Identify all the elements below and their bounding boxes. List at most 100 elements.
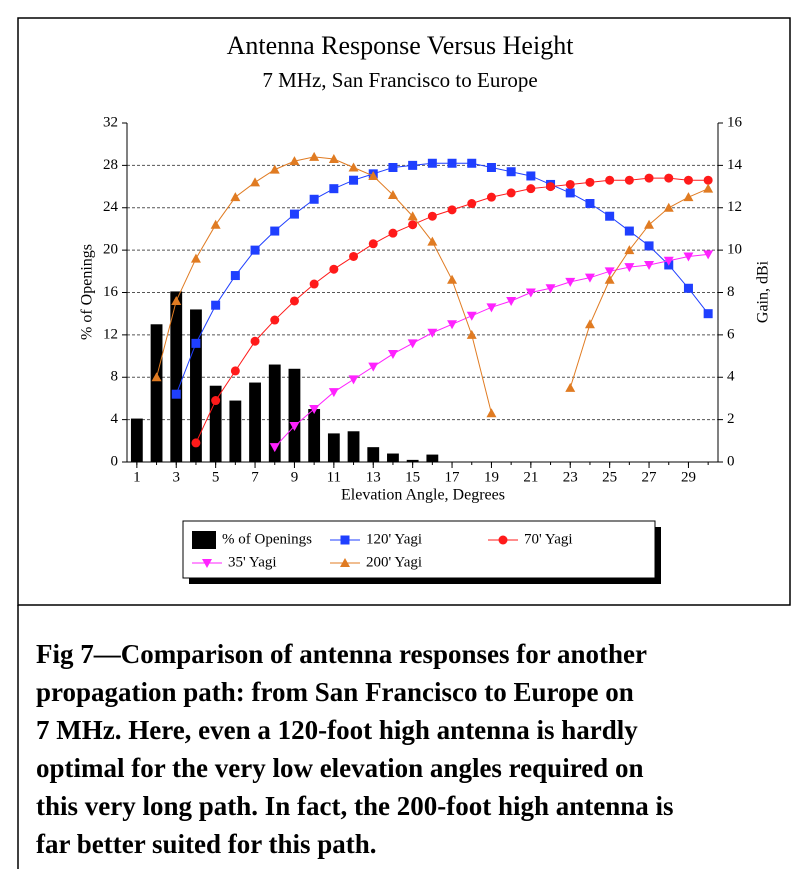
y2-tick-label: 10 xyxy=(727,242,742,258)
marker xyxy=(289,156,300,166)
y-tick-label: 0 xyxy=(111,453,119,469)
chart-subtitle: 7 MHz, San Francisco to Europe xyxy=(262,68,537,92)
marker xyxy=(329,264,339,274)
y2-tick-label: 12 xyxy=(727,199,742,215)
marker xyxy=(605,175,615,185)
marker xyxy=(447,158,457,168)
marker xyxy=(467,158,477,168)
x-tick-label: 29 xyxy=(681,469,696,485)
caption-line: optimal for the very low elevation angle… xyxy=(36,753,643,783)
bar xyxy=(308,409,321,462)
x-tick-label: 15 xyxy=(405,469,420,485)
marker xyxy=(644,219,655,229)
marker xyxy=(604,267,615,277)
marker xyxy=(309,279,319,289)
y2-tick-label: 4 xyxy=(727,369,735,385)
marker xyxy=(624,226,634,236)
bar xyxy=(387,453,399,462)
marker xyxy=(604,274,615,284)
marker xyxy=(506,188,516,198)
marker xyxy=(309,405,320,415)
marker xyxy=(605,211,615,221)
series-line xyxy=(175,162,709,395)
legend-marker xyxy=(202,559,212,568)
legend-label: 70' Yagi xyxy=(524,531,573,547)
x-tick-label: 7 xyxy=(251,469,259,485)
marker xyxy=(388,228,398,238)
marker xyxy=(211,396,221,406)
bar xyxy=(426,454,439,462)
x-tick-label: 27 xyxy=(642,469,658,485)
marker xyxy=(407,211,418,221)
marker xyxy=(190,253,201,263)
marker xyxy=(328,388,339,398)
legend-label: 35' Yagi xyxy=(228,554,277,570)
bar xyxy=(406,459,419,462)
marker xyxy=(289,421,300,431)
x-tick-label: 13 xyxy=(366,469,381,485)
marker xyxy=(663,256,674,266)
y-axis-label: % of Openings xyxy=(79,244,96,340)
y-tick-label: 12 xyxy=(103,326,118,342)
x-tick-label: 23 xyxy=(563,469,578,485)
marker xyxy=(467,199,477,209)
marker xyxy=(408,220,418,230)
marker xyxy=(289,209,299,219)
bar xyxy=(249,382,261,462)
marker xyxy=(683,175,693,185)
marker xyxy=(683,252,694,262)
caption-line: Fig 7—Comparison of antenna responses fo… xyxy=(36,639,647,669)
y2-tick-label: 2 xyxy=(727,411,735,427)
y-tick-label: 16 xyxy=(103,284,119,300)
bar xyxy=(209,385,222,462)
marker xyxy=(408,160,418,170)
bar xyxy=(347,431,360,462)
marker xyxy=(250,245,260,255)
marker xyxy=(368,239,378,249)
marker xyxy=(584,319,595,329)
y2-tick-label: 0 xyxy=(727,453,735,469)
marker xyxy=(664,173,674,183)
caption-line: 7 MHz. Here, even a 120-foot high antenn… xyxy=(36,715,638,745)
marker xyxy=(703,183,714,193)
marker xyxy=(427,211,437,221)
caption-line: far better suited for this path. xyxy=(36,829,377,859)
marker xyxy=(584,273,595,283)
legend-swatch xyxy=(192,531,216,549)
marker xyxy=(506,296,517,306)
marker xyxy=(328,154,339,164)
marker xyxy=(585,199,595,209)
bar xyxy=(150,324,163,462)
legend-label: 120' Yagi xyxy=(366,531,422,547)
series-line xyxy=(274,253,709,448)
legend-marker xyxy=(340,535,350,545)
marker xyxy=(703,250,714,260)
x-tick-label: 5 xyxy=(212,469,220,485)
y2-tick-label: 6 xyxy=(727,326,735,342)
marker xyxy=(526,184,536,194)
bar xyxy=(170,291,183,462)
marker xyxy=(624,175,634,185)
marker xyxy=(368,362,379,372)
marker xyxy=(624,263,635,273)
bar xyxy=(190,309,202,462)
marker xyxy=(289,296,299,306)
bar xyxy=(327,433,340,462)
marker xyxy=(309,151,320,161)
marker xyxy=(191,338,201,348)
marker xyxy=(565,382,576,392)
marker xyxy=(565,179,575,189)
marker xyxy=(683,283,693,293)
marker xyxy=(565,188,575,198)
marker xyxy=(230,271,240,281)
marker xyxy=(486,303,497,313)
marker xyxy=(486,162,496,172)
marker xyxy=(171,389,181,399)
marker xyxy=(644,241,654,251)
marker xyxy=(269,443,280,453)
marker xyxy=(644,260,655,270)
y-tick-label: 32 xyxy=(103,114,118,130)
marker xyxy=(151,372,162,382)
series-line xyxy=(156,156,709,414)
marker xyxy=(211,300,221,310)
